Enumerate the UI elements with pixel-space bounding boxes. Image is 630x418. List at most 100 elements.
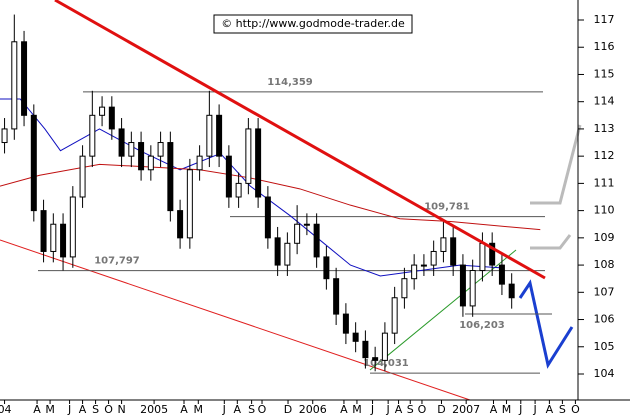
y-tick-label: 114 xyxy=(594,95,615,108)
candle-body xyxy=(157,142,164,157)
candle-body xyxy=(264,196,271,239)
x-tick-label: J xyxy=(518,403,522,416)
candle-body xyxy=(167,142,174,212)
candle-body xyxy=(498,264,505,285)
y-tick-label: 108 xyxy=(594,258,615,271)
y-tick-label: 112 xyxy=(594,149,615,162)
x-tick-label: M xyxy=(352,403,362,416)
x-tick-label: A xyxy=(234,403,242,416)
candle-body xyxy=(89,114,96,157)
candle-body xyxy=(372,357,379,361)
candle-body xyxy=(245,128,252,184)
candle-body xyxy=(11,41,18,130)
candle-body xyxy=(440,237,447,252)
candle-body xyxy=(508,283,515,299)
trend-line xyxy=(54,0,546,280)
x-tick-label: J xyxy=(67,403,71,416)
candle-body xyxy=(459,264,466,307)
source-box xyxy=(213,14,413,34)
x-tick-label: N xyxy=(117,403,125,416)
candle-body xyxy=(362,340,369,359)
projection xyxy=(530,124,582,205)
candle-body xyxy=(147,155,154,171)
level-label: 104,031 xyxy=(363,358,409,369)
candle-body xyxy=(186,169,193,239)
x-tick-label: O xyxy=(418,403,427,416)
x-tick-label: 2006 xyxy=(299,403,327,416)
x-tick-label: S xyxy=(559,403,566,416)
x-tick-label: S xyxy=(407,403,414,416)
candle-body xyxy=(177,210,184,239)
candle-body xyxy=(313,223,320,258)
level-label: 114,359 xyxy=(267,77,313,88)
x-tick-label: J xyxy=(222,403,226,416)
candle-body xyxy=(274,237,281,266)
x-tick-label: 2005 xyxy=(140,403,168,416)
candle-body xyxy=(69,196,76,258)
x-tick-label: J xyxy=(532,403,536,416)
candle-body xyxy=(99,106,106,116)
candle-body xyxy=(323,256,330,280)
candle-body xyxy=(30,114,37,212)
x-tick-label: O xyxy=(104,403,113,416)
x-tick-label: J xyxy=(370,403,374,416)
candle-body xyxy=(401,278,408,299)
level-label: 107,797 xyxy=(94,256,140,267)
x-tick-label: J xyxy=(386,403,390,416)
candle-body xyxy=(40,210,47,252)
candle-body xyxy=(108,106,115,130)
candle-body xyxy=(235,182,242,198)
y-tick-label: 106 xyxy=(594,313,615,326)
candle-body xyxy=(128,142,135,157)
projection xyxy=(518,279,574,369)
x-tick-label: 04 xyxy=(0,403,12,416)
candle-body xyxy=(450,237,457,266)
candle-body xyxy=(1,128,8,144)
candle-body xyxy=(284,242,291,266)
x-tick-label: A xyxy=(490,403,498,416)
candle-body xyxy=(352,332,359,342)
channel-line xyxy=(0,239,471,401)
candle-body xyxy=(60,223,67,258)
candle-body xyxy=(469,270,476,307)
candle-body xyxy=(255,128,262,198)
candle-body xyxy=(489,242,496,266)
x-tick-label: S xyxy=(92,403,99,416)
candle-body xyxy=(342,313,349,334)
x-tick-label: A xyxy=(79,403,87,416)
y-tick-label: 104 xyxy=(594,367,615,380)
candle-body xyxy=(420,264,427,267)
x-tick-label: M xyxy=(45,403,55,416)
y-tick-label: 117 xyxy=(594,13,615,26)
y-tick-label: 113 xyxy=(594,122,615,135)
level-label: 109,781 xyxy=(424,202,470,213)
y-tick-label: 116 xyxy=(594,40,615,53)
support-line xyxy=(369,249,517,371)
y-tick-label: 107 xyxy=(594,285,615,298)
projection xyxy=(530,234,572,250)
level-label: 106,203 xyxy=(459,320,505,331)
candle-body xyxy=(294,223,301,244)
candle-body xyxy=(479,242,486,272)
candle-body xyxy=(50,223,57,252)
candle-body xyxy=(430,250,437,266)
candle-body xyxy=(206,114,213,157)
candle-body xyxy=(411,264,418,280)
y-tick-label: 111 xyxy=(594,176,615,189)
x-tick-label: A xyxy=(395,403,403,416)
x-tick-label: D xyxy=(284,403,292,416)
plot: 114,359 109,781 107,797 106,203 104,031 xyxy=(0,14,552,374)
x-tick-label: A xyxy=(546,403,554,416)
x-tick-label: S xyxy=(248,403,255,416)
x-tick-label: A xyxy=(33,403,41,416)
x-tick-label: O xyxy=(571,403,580,416)
x-tick-label: D xyxy=(437,403,445,416)
source: © http://www.godmode-trader.de xyxy=(221,17,405,30)
candle-body xyxy=(381,332,388,361)
x-tick-label: A xyxy=(180,403,188,416)
candle-body xyxy=(225,155,232,198)
candle-body xyxy=(118,128,125,157)
y-tick-label: 110 xyxy=(594,204,615,217)
candle-body xyxy=(391,297,398,334)
